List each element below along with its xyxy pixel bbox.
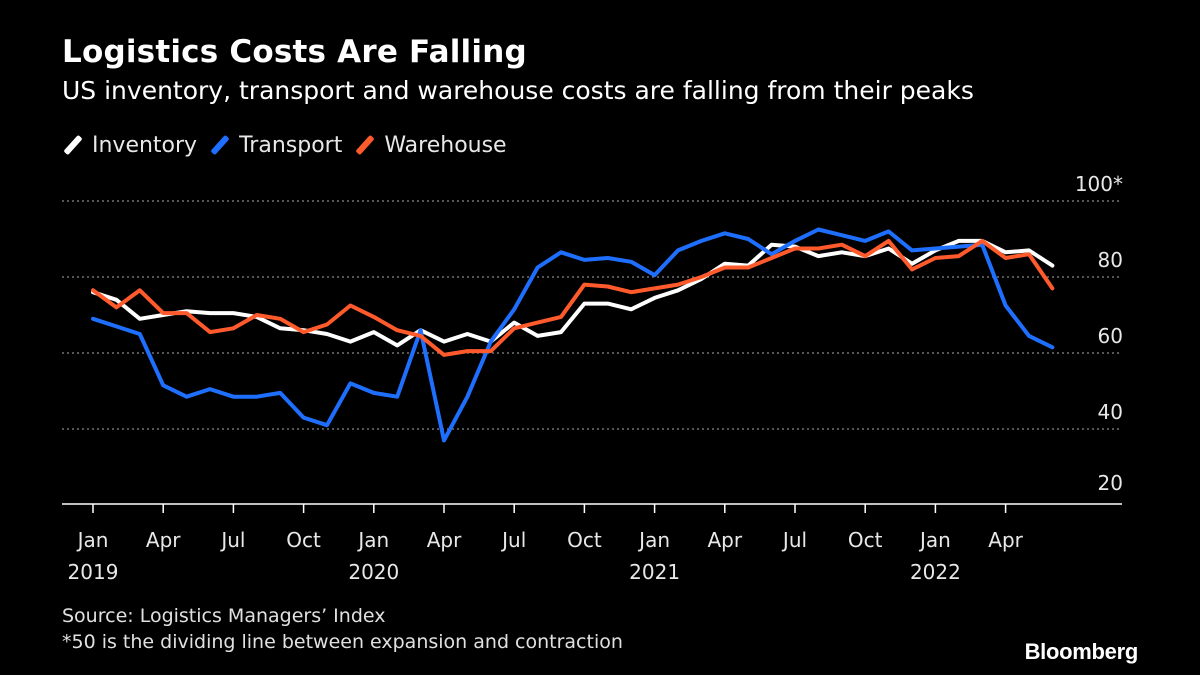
y-tick-label: 100* xyxy=(1075,172,1123,196)
series-line-transport xyxy=(91,227,1055,443)
legend-label-inventory: Inventory xyxy=(92,132,198,158)
x-tick-label-month: Jan xyxy=(76,528,109,552)
legend-item-warehouse: Warehouse xyxy=(354,132,507,158)
x-axis: Jan 2019 Apr Jul Oct Jan 2020 Apr Jul Oct Jan 2021 A… xyxy=(62,503,1122,584)
y-tick-label: 80 xyxy=(1098,248,1123,272)
legend-item-inventory: Inventory xyxy=(62,133,197,158)
y-tick-label: 20 xyxy=(1098,471,1123,495)
series-line-warehouse xyxy=(91,238,1055,357)
x-tick-label-month: Apr xyxy=(707,528,742,552)
footnote: *50 is the dividing line between expansi… xyxy=(62,631,623,653)
x-tick-label-year: 2022 xyxy=(910,560,961,584)
x-tick-label-month: Jul xyxy=(219,528,245,552)
y-axis: 20 40 60 80 100* xyxy=(1075,172,1123,495)
x-tick-label-year: 2021 xyxy=(629,560,680,584)
x-tick-label-month: Jan xyxy=(918,528,951,552)
x-tick-label-month: Oct xyxy=(848,528,883,552)
x-tick-label-month: Jul xyxy=(781,528,807,552)
source-note: Source: Logistics Managers’ Index xyxy=(62,605,386,627)
x-tick-label-month: Jan xyxy=(356,528,389,552)
chart-title: Logistics Costs Are Falling xyxy=(62,34,527,70)
x-tick-label-month: Apr xyxy=(988,528,1023,552)
y-tick-label: 40 xyxy=(1098,400,1123,424)
x-tick-label-month: Jan xyxy=(637,528,670,552)
x-tick-label-month: Jul xyxy=(500,528,526,552)
x-tick-label-month: Apr xyxy=(146,528,181,552)
x-tick-label-month: Oct xyxy=(567,528,602,552)
chart-footnotes: Source: Logistics Managers’ Index *50 is… xyxy=(62,603,623,655)
legend-label-transport: Transport xyxy=(239,132,343,158)
y-tick-label: 60 xyxy=(1098,324,1123,348)
x-tick-label-month: Apr xyxy=(427,528,462,552)
legend-label-warehouse: Warehouse xyxy=(384,132,507,158)
grid-lines xyxy=(62,200,1122,430)
series-lines xyxy=(91,227,1055,443)
x-tick-label-month: Oct xyxy=(286,528,321,552)
x-tick-label-year: 2019 xyxy=(68,560,119,584)
legend-item-transport: Transport xyxy=(209,133,342,158)
legend: Inventory Transport Warehouse xyxy=(62,130,519,160)
chart-subtitle: US inventory, transport and warehouse co… xyxy=(62,76,974,105)
x-tick-label-year: 2020 xyxy=(348,560,399,584)
bloomberg-logo: Bloomberg xyxy=(1024,639,1139,664)
